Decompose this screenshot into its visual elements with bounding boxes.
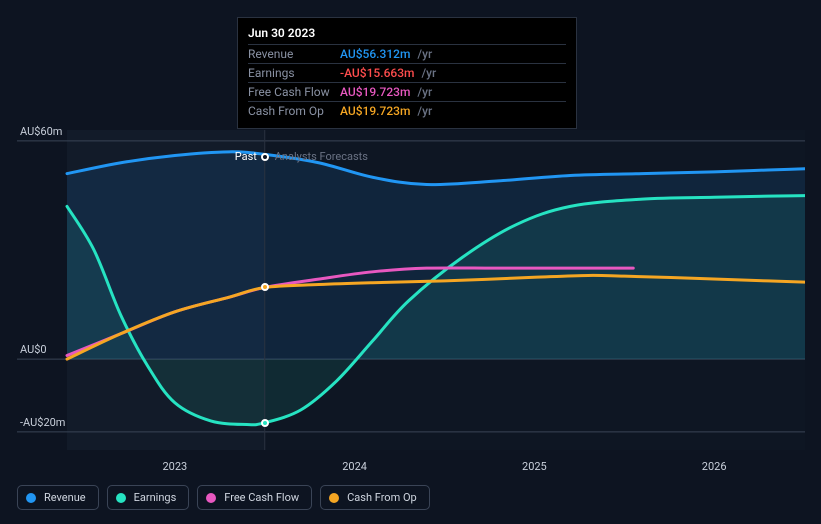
forecast-label: Analysts Forecasts: [275, 150, 368, 163]
legend-item-fcf[interactable]: Free Cash Flow: [197, 485, 312, 510]
legend-swatch-icon: [26, 493, 36, 503]
chart-svg: [17, 130, 805, 450]
y-axis-label: AU$60m: [20, 125, 62, 138]
tooltip-row-label: Cash From Op: [248, 104, 340, 118]
tooltip-row-label: Free Cash Flow: [248, 85, 340, 99]
legend-item-earnings[interactable]: Earnings: [107, 485, 190, 510]
divider-marker-icon: [261, 153, 269, 161]
tooltip-row: RevenueAU$56.312m /yr: [248, 44, 566, 63]
x-axis-label: 2024: [342, 460, 367, 473]
chart-legend: Revenue Earnings Free Cash Flow Cash From O…: [17, 485, 430, 510]
x-axis-label: 2023: [162, 460, 187, 473]
series-marker-icon: [261, 419, 269, 427]
tooltip-date: Jun 30 2023: [248, 26, 566, 44]
chart-tooltip: Jun 30 2023 RevenueAU$56.312m /yrEarning…: [237, 17, 577, 129]
past-label: Past: [235, 150, 257, 163]
y-axis-label: -AU$20m: [20, 416, 65, 429]
tooltip-row: Cash From OpAU$19.723m /yr: [248, 101, 566, 120]
tooltip-row-unit: /yr: [414, 47, 432, 61]
legend-swatch-icon: [206, 493, 216, 503]
legend-item-revenue[interactable]: Revenue: [17, 485, 99, 510]
legend-swatch-icon: [116, 493, 126, 503]
legend-item-label: Free Cash Flow: [224, 491, 299, 504]
tooltip-row-label: Earnings: [248, 66, 340, 80]
legend-item-label: Earnings: [134, 491, 177, 504]
tooltip-row-value: AU$56.312m /yr: [340, 47, 432, 61]
forecast-chart: AU$60mAU$0-AU$20m2023202420252026PastAna…: [17, 130, 805, 450]
tooltip-row-unit: /yr: [414, 85, 432, 99]
x-axis-label: 2026: [702, 460, 727, 473]
x-axis-label: 2025: [522, 460, 547, 473]
tooltip-row: Free Cash FlowAU$19.723m /yr: [248, 82, 566, 101]
tooltip-row-value: -AU$15.663m /yr: [340, 66, 436, 80]
legend-item-cfo[interactable]: Cash From Op: [320, 485, 430, 510]
tooltip-row-unit: /yr: [414, 104, 432, 118]
tooltip-row-value: AU$19.723m /yr: [340, 85, 432, 99]
legend-item-label: Cash From Op: [347, 491, 417, 504]
tooltip-row-unit: /yr: [419, 66, 437, 80]
series-marker-icon: [261, 283, 269, 291]
legend-swatch-icon: [329, 493, 339, 503]
tooltip-row-label: Revenue: [248, 47, 340, 61]
tooltip-row-value: AU$19.723m /yr: [340, 104, 432, 118]
legend-item-label: Revenue: [44, 491, 86, 504]
tooltip-row: Earnings-AU$15.663m /yr: [248, 63, 566, 82]
y-axis-label: AU$0: [20, 343, 47, 356]
